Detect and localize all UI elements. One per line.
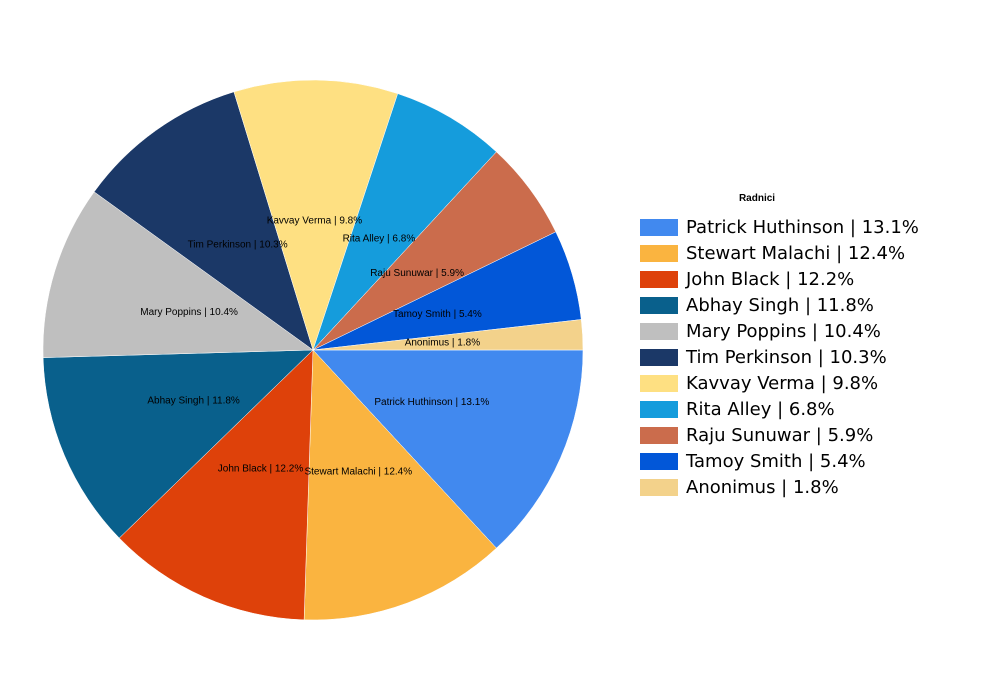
legend-label: Patrick Huthinson | 13.1% — [686, 216, 919, 238]
legend-item: Mary Poppins | 10.4% — [640, 318, 970, 344]
slice-label: Tim Perkinson | 10.3% — [188, 240, 288, 251]
pie-slice — [312, 319, 584, 351]
legend-swatch — [640, 348, 678, 366]
slice-label: Mary Poppins | 10.4% — [140, 307, 238, 318]
pie-slice — [93, 91, 314, 351]
slice-label: Stewart Malachi | 12.4% — [304, 466, 412, 477]
legend-swatch — [640, 218, 678, 236]
legend-item: Abhay Singh | 11.8% — [640, 292, 970, 318]
legend-item: Rita Alley | 6.8% — [640, 396, 970, 422]
legend-label: Tamoy Smith | 5.4% — [686, 450, 866, 472]
pie-slice — [312, 349, 584, 549]
pie-slice — [118, 349, 314, 621]
pie-slice — [233, 79, 399, 351]
legend-items: Patrick Huthinson | 13.1% Stewart Malachi… — [640, 214, 970, 500]
legend-swatch — [640, 478, 678, 496]
legend-label: Mary Poppins | 10.4% — [686, 320, 881, 342]
pie-slice — [312, 93, 497, 351]
legend-item: Stewart Malachi | 12.4% — [640, 240, 970, 266]
legend-item: Anonimus | 1.8% — [640, 474, 970, 500]
slice-label: Anonimus | 1.8% — [405, 338, 481, 349]
slice-label: Abhay Singh | 11.8% — [147, 395, 240, 406]
legend-swatch — [640, 426, 678, 444]
slice-label: Rita Alley | 6.8% — [343, 233, 416, 244]
legend-label: Rita Alley | 6.8% — [686, 398, 835, 420]
legend-label: Kavvay Verma | 9.8% — [686, 372, 879, 394]
legend-label: Stewart Malachi | 12.4% — [686, 242, 906, 264]
legend-label: Tim Perkinson | 10.3% — [686, 346, 887, 368]
legend-item: Raju Sunuwar | 5.9% — [640, 422, 970, 448]
legend-swatch — [640, 270, 678, 288]
legend-item: Tamoy Smith | 5.4% — [640, 448, 970, 474]
legend-item: Patrick Huthinson | 13.1% — [640, 214, 970, 240]
pie-slice — [42, 349, 314, 539]
pie-slice — [42, 191, 314, 358]
legend-label: Abhay Singh | 11.8% — [686, 294, 874, 316]
legend-swatch — [640, 452, 678, 470]
slice-label: John Black | 12.2% — [218, 464, 304, 475]
slice-label: Raju Sunuwar | 5.9% — [370, 268, 464, 279]
legend-swatch — [640, 244, 678, 262]
legend-swatch — [640, 296, 678, 314]
legend-label: Raju Sunuwar | 5.9% — [686, 424, 874, 446]
slice-label: Patrick Huthinson | 13.1% — [374, 397, 489, 408]
legend-swatch — [640, 374, 678, 392]
legend-title: Radnici — [738, 193, 776, 204]
legend-swatch — [640, 322, 678, 340]
pie-slice — [303, 349, 497, 621]
legend-swatch — [640, 400, 678, 418]
legend-label: Anonimus | 1.8% — [686, 476, 839, 498]
slice-label: Tamoy Smith | 5.4% — [393, 309, 482, 320]
legend-label: John Black | 12.2% — [686, 268, 855, 290]
legend-item: Kavvay Verma | 9.8% — [640, 370, 970, 396]
legend-item: Tim Perkinson | 10.3% — [640, 344, 970, 370]
slice-label: Kavvay Verma | 9.8% — [267, 215, 363, 226]
legend-item: John Black | 12.2% — [640, 266, 970, 292]
legend: Radnici Patrick Huthinson | 13.1% Stewart… — [640, 193, 970, 500]
